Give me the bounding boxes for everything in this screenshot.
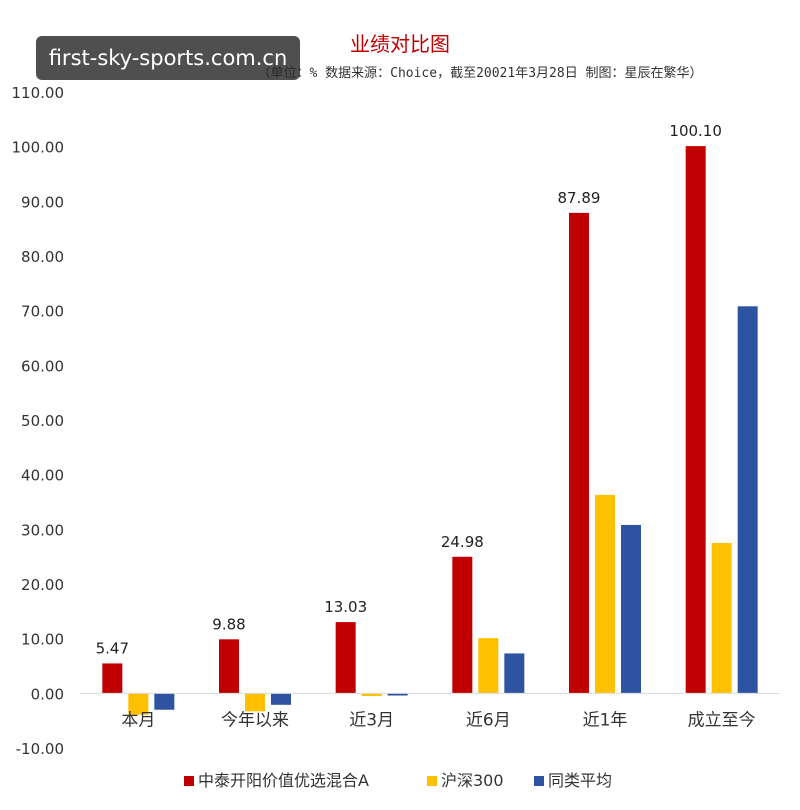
data-label: 100.10: [669, 122, 722, 140]
y-tick-label: 40.00: [21, 467, 64, 485]
bar: [711, 543, 732, 694]
bar: [361, 693, 382, 697]
bar: [737, 306, 758, 694]
bars: 5.47 9.88 13.03 24.98 87.89 100.10: [96, 122, 758, 715]
y-tick-label: 30.00: [21, 521, 64, 539]
data-label: 9.88: [212, 615, 245, 633]
bar: [387, 693, 408, 696]
y-axis: -10.00 0.00 10.00 20.00 30.00 40.00 50.00 60.00…: [12, 84, 65, 758]
y-tick-label: 110.00: [12, 84, 65, 102]
bar: [128, 693, 149, 715]
y-tick-label: 60.00: [21, 357, 64, 375]
bar: [478, 638, 499, 694]
bar: [685, 146, 706, 694]
chart-title: 业绩对比图: [350, 32, 450, 56]
y-tick-label: -10.00: [16, 740, 64, 758]
legend-label: 沪深300: [441, 771, 504, 790]
data-label: 13.03: [324, 598, 367, 616]
data-label: 87.89: [558, 189, 601, 207]
x-tick-label: 近6月: [466, 710, 511, 730]
legend-swatch: [184, 776, 194, 786]
bar: [245, 693, 265, 712]
legend-label: 同类平均: [548, 771, 612, 790]
bar: [219, 639, 239, 694]
y-tick-label: 100.00: [12, 139, 65, 157]
bar: [102, 663, 123, 694]
x-tick-label: 今年以来: [221, 710, 289, 730]
bar: [621, 524, 641, 694]
y-tick-label: 50.00: [21, 412, 64, 430]
y-tick-label: 90.00: [21, 193, 64, 211]
x-axis: 本月 今年以来 近3月 近6月 近1年 成立至今: [80, 692, 780, 730]
legend-swatch: [427, 776, 437, 786]
watermark-badge: first-sky-sports.com.cn: [36, 36, 300, 80]
y-tick-label: 80.00: [21, 248, 64, 266]
legend: 中泰开阳价值优选混合A 沪深300 同类平均: [184, 771, 612, 790]
y-tick-label: 20.00: [21, 576, 64, 594]
bar: [335, 622, 356, 694]
data-label: 5.47: [96, 639, 129, 657]
x-tick-label: 成立至今: [688, 710, 756, 730]
bar: [154, 693, 175, 710]
y-tick-label: 0.00: [31, 685, 64, 703]
chart-subtitle: （单位：% 数据来源：Choice，截至20021年3月28日 制图：星辰在繁华…: [257, 66, 703, 81]
x-tick-label: 本月: [121, 710, 155, 730]
bar: [595, 494, 615, 694]
legend-swatch: [534, 776, 544, 786]
bar: [271, 693, 291, 705]
y-tick-label: 70.00: [21, 303, 64, 321]
x-tick-label: 近1年: [583, 710, 628, 730]
data-label: 24.98: [441, 533, 484, 551]
bar: [569, 212, 589, 694]
x-tick-label: 近3月: [349, 710, 394, 730]
bar: [452, 556, 473, 694]
legend-label: 中泰开阳价值优选混合A: [198, 771, 369, 790]
bar: [504, 653, 525, 694]
y-tick-label: 10.00: [21, 631, 64, 649]
